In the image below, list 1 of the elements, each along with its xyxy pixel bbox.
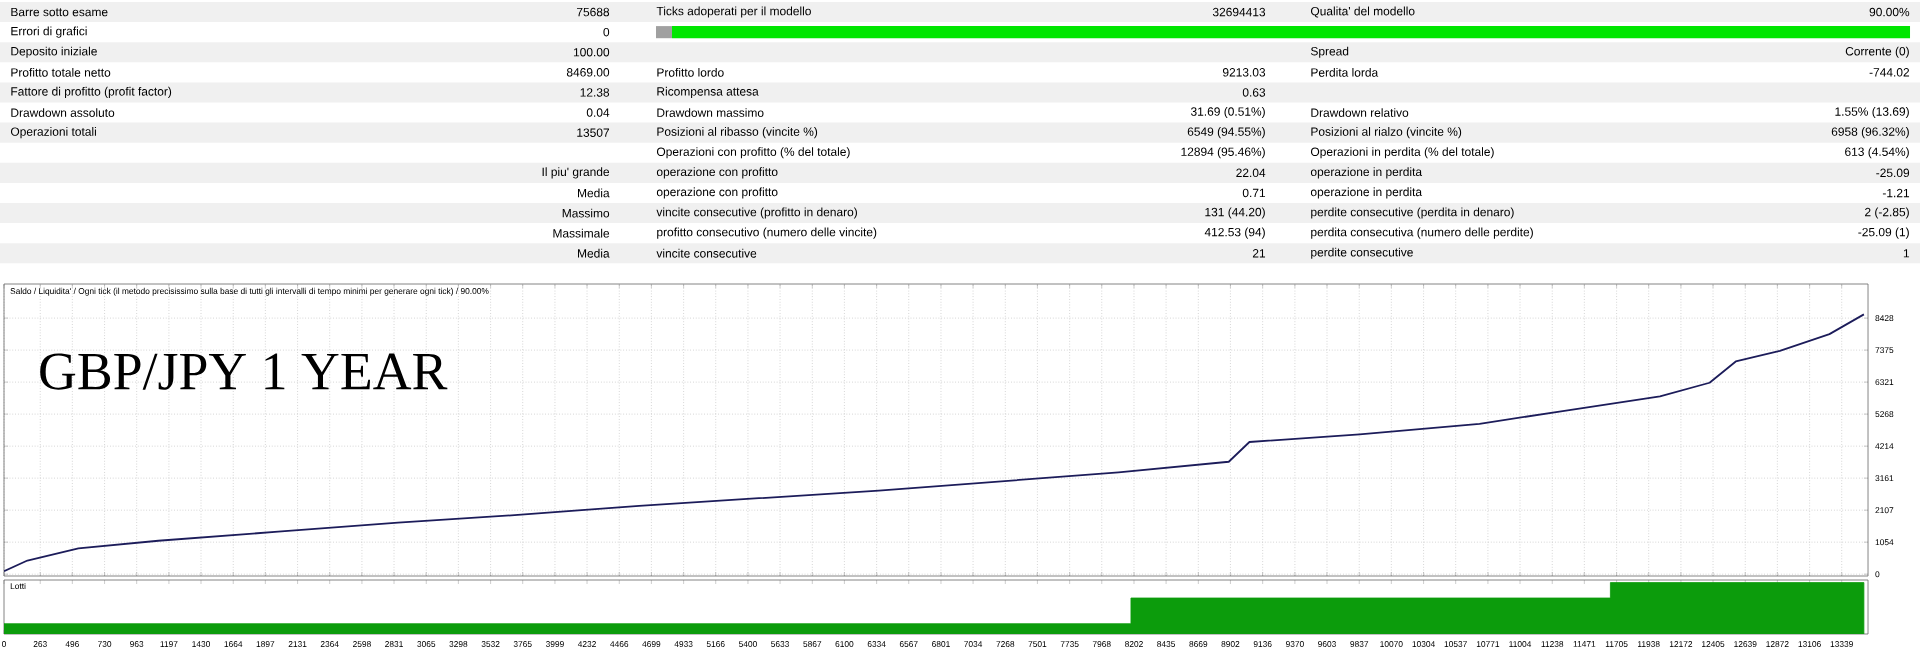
- text: GBP/JPY 1 YEAR: [40, 353, 448, 390]
